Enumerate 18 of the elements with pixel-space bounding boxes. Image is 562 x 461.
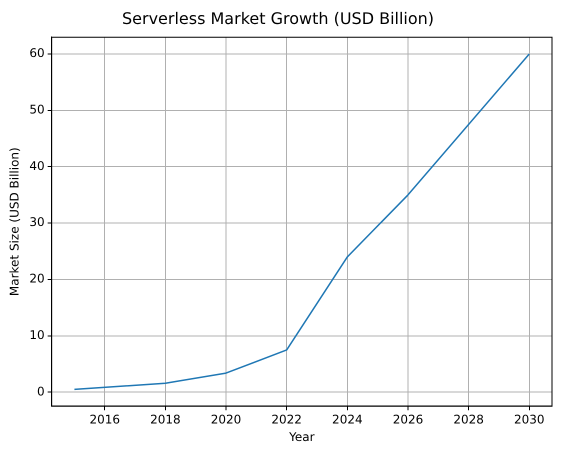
y-axis-title: Market Size (USD Billion) xyxy=(7,147,22,296)
x-tick-label: 2020 xyxy=(210,412,242,427)
x-tick-label: 2028 xyxy=(453,412,484,427)
y-tick-label: 10 xyxy=(29,328,45,342)
x-tick-label: 2030 xyxy=(514,412,545,427)
y-tick-label: 60 xyxy=(29,46,45,60)
y-tick-label: 20 xyxy=(29,272,45,286)
x-tick-label: 2026 xyxy=(392,412,424,427)
x-tick-label: 2024 xyxy=(332,412,363,427)
x-tick-label: 2016 xyxy=(89,412,120,427)
x-axis-title: Year xyxy=(288,430,315,444)
x-tick-label: 2018 xyxy=(150,412,181,427)
y-tick-label: 50 xyxy=(29,102,45,116)
x-tick-label: 2022 xyxy=(271,412,302,427)
y-tick-label: 0 xyxy=(37,384,45,398)
y-tick-label: 40 xyxy=(29,158,45,173)
chart-title: Serverless Market Growth (USD Billion) xyxy=(122,8,434,28)
y-tick-label: 30 xyxy=(29,215,45,230)
